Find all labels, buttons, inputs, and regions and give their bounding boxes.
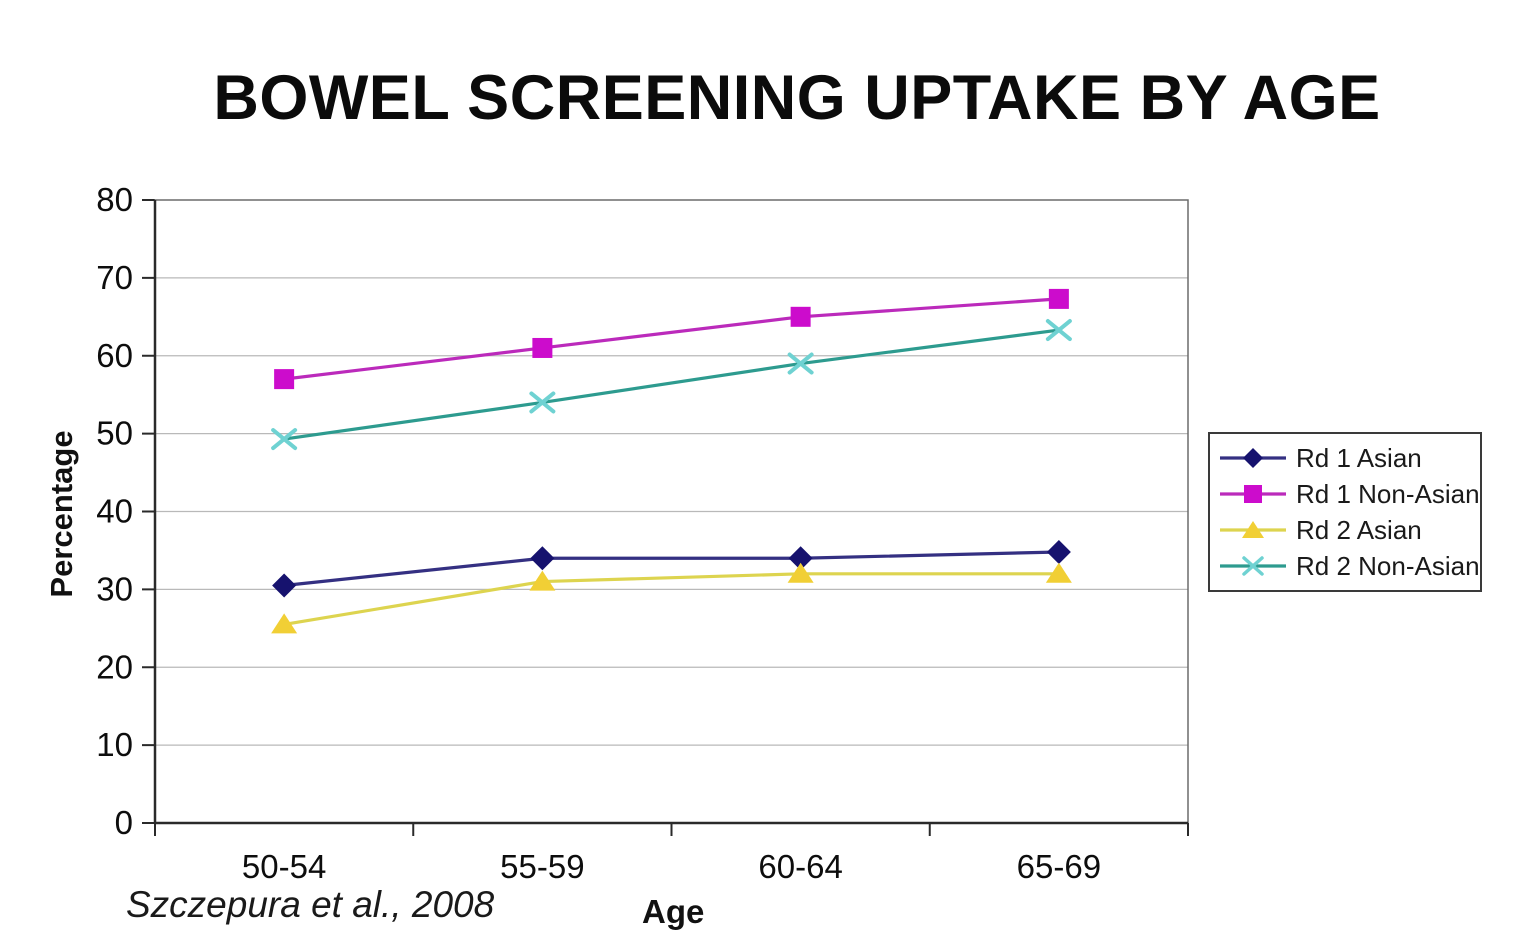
y-tick-label: 70 (96, 259, 133, 296)
y-tick-label: 0 (115, 804, 133, 841)
y-tick-label: 10 (96, 726, 133, 763)
triangle-marker-rd-2-asian (529, 570, 556, 591)
square-marker-rd-1-non-asian (274, 369, 295, 390)
series-line-rd-2-asian (283, 572, 1059, 626)
triangle-legend-sample-icon (1220, 521, 1286, 538)
diamond-marker-rd-1-asian (788, 546, 813, 571)
legend-label: Rd 1 Asian (1296, 442, 1422, 473)
legend: Rd 1 Asian Rd 1 Non-Asian Rd 2 Asian Rd 2 N… (1208, 432, 1482, 592)
legend-label: Rd 2 Non-Asian (1296, 550, 1480, 581)
y-tick-label: 80 (96, 181, 133, 218)
x-tick-label: 60-64 (758, 848, 842, 885)
series-line-rd-2-non-asian (283, 328, 1060, 441)
x-axis-title: Age (642, 893, 705, 930)
x-marker-rd-2-non-asian (529, 391, 556, 414)
y-tick-label: 60 (96, 337, 133, 374)
x-marker-rd-2-non-asian (1045, 319, 1072, 342)
legend-item-rd-1-non-asian: Rd 1 Non-Asian (1220, 479, 1480, 510)
y-tick-label: 30 (96, 570, 133, 607)
y-tick-label: 40 (96, 493, 133, 530)
y-tick-label: 20 (96, 648, 133, 685)
citation: Szczepura et al., 2008 (126, 884, 495, 925)
square-marker-rd-1-non-asian (1048, 288, 1069, 309)
series-line-rd-1-non-asian (283, 297, 1059, 381)
triangle-marker-rd-2-asian (271, 613, 298, 634)
diamond-marker-rd-1-asian (1046, 539, 1071, 564)
x-legend-sample-icon (1220, 556, 1286, 576)
legend-item-rd-2-non-asian: Rd 2 Non-Asian (1220, 551, 1480, 582)
square-legend-sample-icon (1220, 485, 1286, 503)
x-tick-label: 55-59 (500, 848, 584, 885)
square-marker-rd-1-non-asian (790, 306, 811, 327)
diamond-marker-rd-1-asian (530, 546, 555, 571)
legend-item-rd-2-asian: Rd 2 Asian (1220, 515, 1470, 546)
legend-item-rd-1-asian: Rd 1 Asian (1220, 443, 1470, 474)
chart-title: BOWEL SCREENING UPTAKE BY AGE (213, 63, 1381, 133)
x-marker-rd-2-non-asian (271, 428, 298, 451)
x-tick-label: 65-69 (1017, 848, 1101, 885)
x-tick-label: 50-54 (242, 848, 326, 885)
triangle-marker-rd-2-asian (1045, 562, 1072, 583)
diamond-marker-rd-1-asian (272, 573, 297, 598)
legend-label: Rd 1 Non-Asian (1296, 478, 1480, 509)
square-marker-rd-1-non-asian (532, 337, 553, 358)
series-line-rd-1-asian (283, 550, 1059, 588)
y-axis-title: Percentage (44, 430, 79, 598)
y-tick-label: 50 (96, 415, 133, 452)
legend-label: Rd 2 Asian (1296, 514, 1422, 545)
x-marker-rd-2-non-asian (787, 352, 814, 375)
diamond-legend-sample-icon (1220, 448, 1286, 468)
triangle-marker-rd-2-asian (787, 562, 814, 583)
